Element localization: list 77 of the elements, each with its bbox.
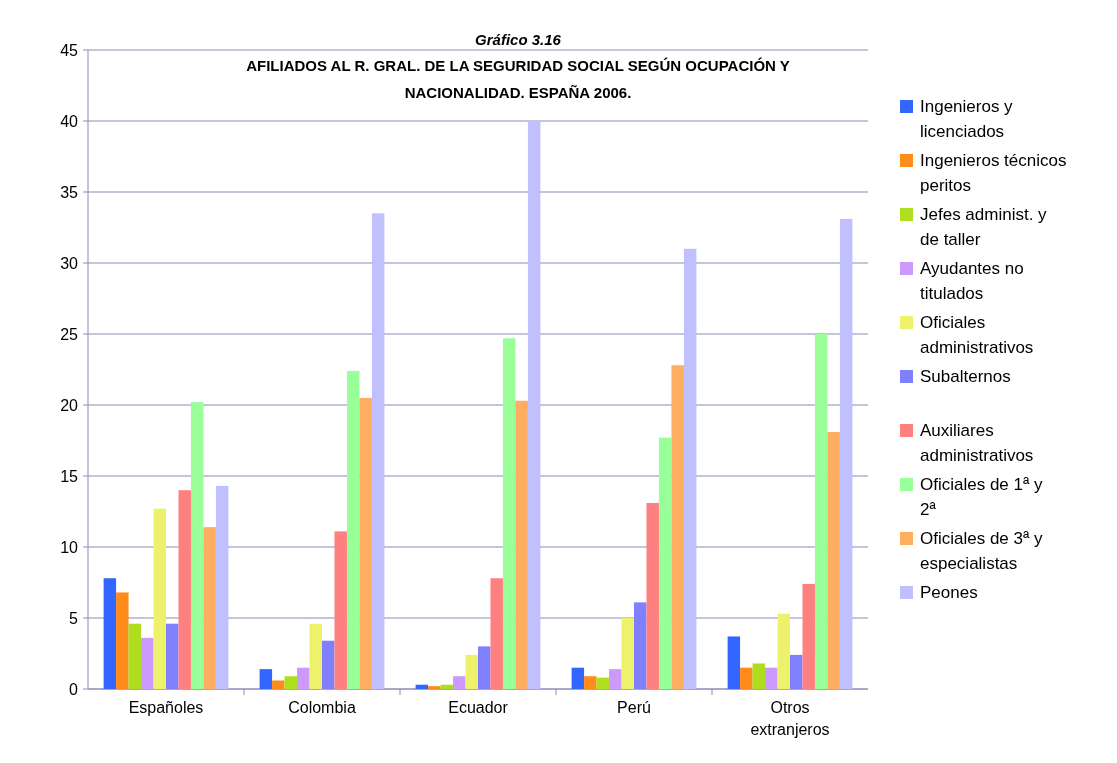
bar: [790, 654, 803, 689]
bar: [153, 508, 166, 689]
bar: [272, 680, 285, 689]
bar: [596, 677, 610, 689]
bar: [621, 618, 634, 689]
bar: [428, 686, 441, 689]
bar: [203, 527, 216, 689]
legend-label: Ayudantes no titulados: [920, 259, 1024, 303]
bar: [671, 365, 684, 689]
bar: [839, 218, 853, 689]
x-tick-label: Perú: [617, 699, 651, 716]
bar: [103, 578, 117, 689]
bar: [584, 676, 597, 689]
bar: [827, 431, 840, 689]
bar: [527, 121, 541, 689]
bar: [515, 400, 528, 689]
bar: [190, 402, 204, 689]
bar: [634, 602, 647, 689]
bar: [415, 684, 429, 689]
y-tick-label: 20: [60, 396, 79, 414]
y-tick-label: 30: [60, 254, 79, 272]
bar: [334, 531, 347, 689]
x-tick-label: Colombia: [288, 699, 356, 716]
bar: [371, 213, 385, 689]
bar: [765, 667, 778, 689]
bar: [478, 646, 491, 689]
bar: [727, 636, 741, 689]
legend-label: Auxiliares administrativos: [920, 421, 1034, 465]
bar: [658, 437, 672, 689]
x-tick-label: Españoles: [128, 699, 204, 716]
bar: [740, 667, 753, 689]
legend-label: Oficiales administrativos: [920, 313, 1034, 357]
bar: [502, 338, 516, 689]
bar: [297, 667, 310, 689]
legend-label: Oficiales de 3ª y especialistas: [920, 529, 1044, 573]
bar: [309, 623, 322, 689]
bar: [777, 613, 790, 689]
y-tick-label: 45: [60, 41, 79, 59]
bar: [141, 637, 154, 689]
legend-label: Subalternos: [920, 367, 1011, 386]
bar: [359, 397, 372, 689]
bar: [259, 669, 273, 689]
y-tick-label: 10: [60, 538, 79, 556]
bar: [453, 676, 466, 689]
bar: [814, 334, 828, 689]
bar: [465, 654, 478, 689]
bar: [128, 623, 142, 689]
bar: [178, 490, 191, 689]
y-tick-label: 0: [69, 680, 79, 698]
legend-label: Peones: [920, 583, 978, 602]
bar: [802, 583, 815, 689]
legend-label: Ingenieros técnicos peritos: [920, 151, 1067, 195]
bar: [440, 684, 454, 689]
y-tick-label: 15: [60, 467, 79, 485]
y-tick-label: 5: [69, 609, 79, 627]
bar: [752, 663, 766, 689]
bar: [571, 667, 585, 689]
x-tick-label: Otros extranjeros: [750, 699, 830, 738]
bar: [215, 485, 229, 689]
bar: [116, 592, 129, 689]
y-tick-label: 35: [60, 183, 79, 201]
bar: [490, 578, 503, 689]
bar: [322, 640, 335, 689]
chart-title: Gráfico 3.16: [475, 31, 562, 48]
legend-label: Ingenieros y licenciados: [920, 97, 1014, 141]
x-tick-label: Ecuador: [448, 699, 509, 716]
bar: [609, 669, 622, 689]
bar: [284, 676, 298, 689]
text: AFILIADOS AL R. GRAL. DE LA SEGURIDAD SOCIAL SEGÚN OCUPACIÓN Y NACIONALIDAD. ESPAÑA 2006.: [246, 57, 790, 101]
legend-label: Jefes administ. y de taller: [920, 205, 1048, 249]
y-tick-label: 25: [60, 325, 79, 343]
y-tick-label: 40: [60, 112, 79, 130]
bar: [166, 623, 179, 689]
bar: [646, 502, 659, 689]
bar: [683, 248, 697, 689]
legend-label: Oficiales de 1ª y 2ª: [920, 475, 1044, 519]
bar: [346, 370, 360, 689]
